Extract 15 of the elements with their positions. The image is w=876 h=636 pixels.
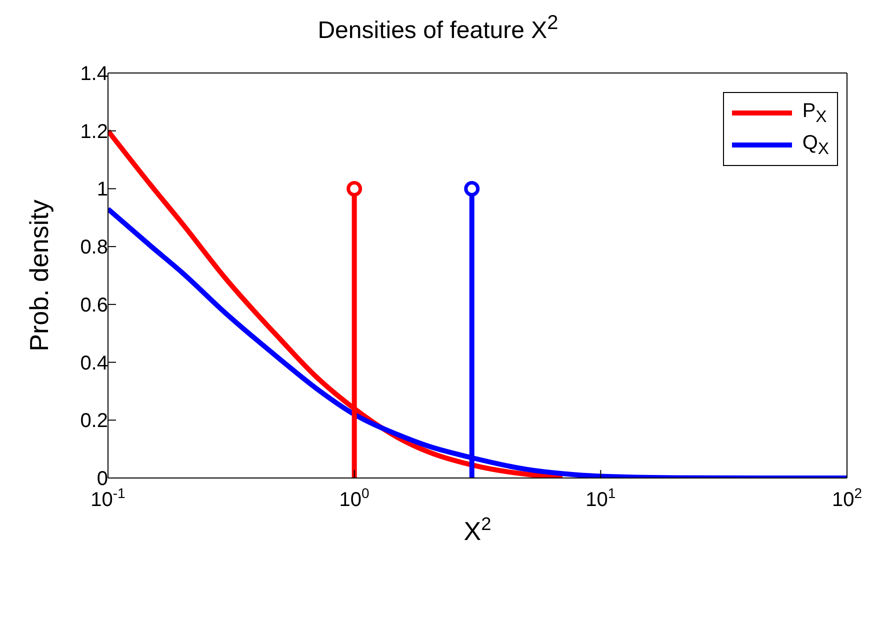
x-axis-title: X$^{2}$ — [464, 514, 492, 546]
chart-title: Densities of feature X$^{2}$ — [316, 11, 560, 46]
y-tick-label: 0.4 — [80, 352, 108, 374]
y-axis-title: Prob. density — [24, 200, 54, 352]
y-tick-label: 0.2 — [80, 410, 108, 432]
y-tick-label: 0.8 — [80, 236, 108, 259]
y-tick-label: 1.4 — [80, 63, 108, 85]
x-tick-label: 10$^{0}$ — [339, 485, 370, 511]
legend-label: P$_{X}$ — [802, 100, 827, 126]
y-tick-label: 1.2 — [80, 120, 108, 143]
y-tick-label: 1 — [96, 178, 108, 201]
x-tick-label: 10$^{2}$ — [832, 485, 862, 511]
y-tick-label: 0.6 — [80, 294, 108, 316]
legend-label: Q$_{X}$ — [802, 132, 829, 158]
x-tick-label: 10$^{1}$ — [586, 485, 616, 511]
